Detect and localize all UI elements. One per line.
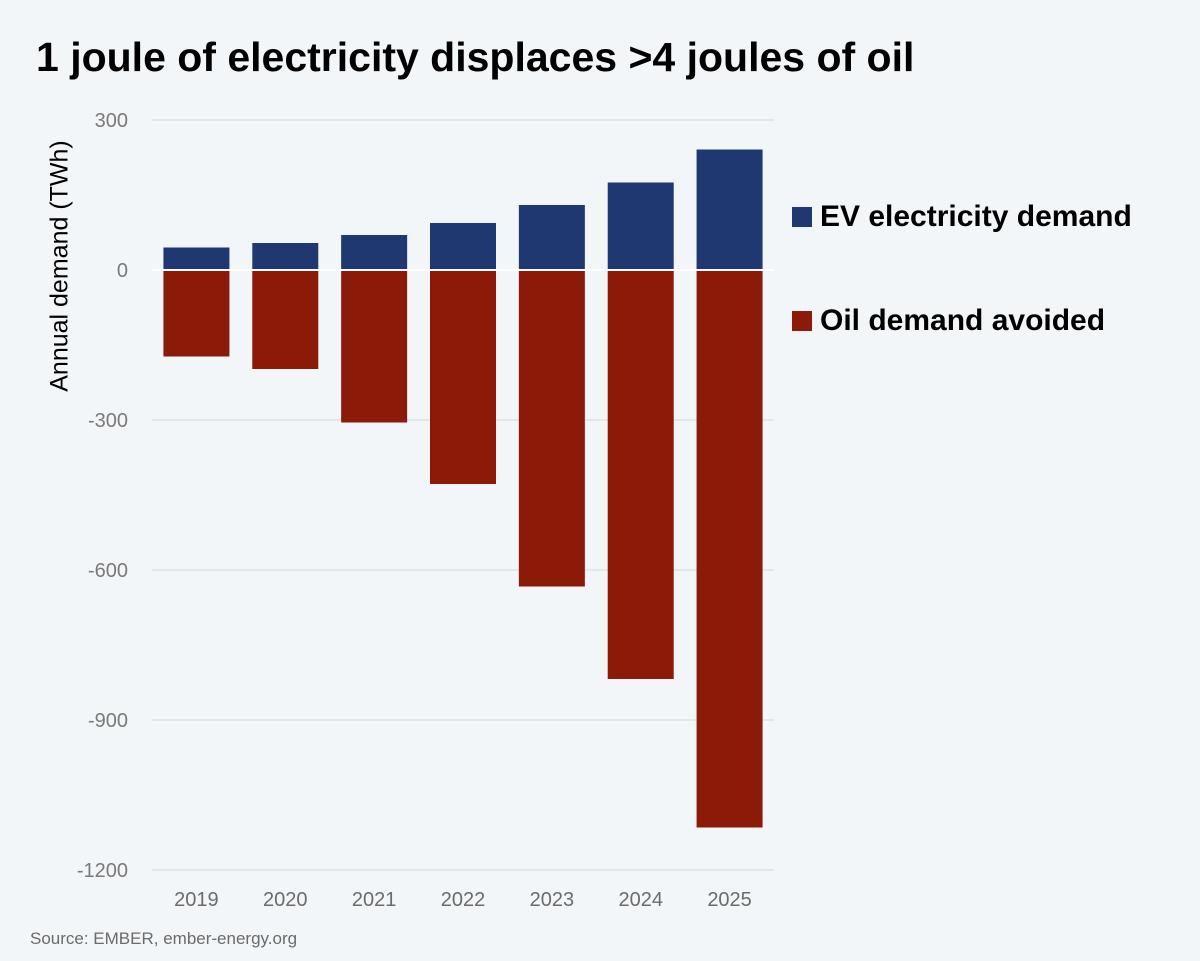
source-note: Source: EMBER, ember-energy.org (30, 929, 298, 948)
bar-ev-electricity (341, 235, 408, 270)
bar-ev-electricity (163, 247, 230, 270)
x-tick-label: 2025 (707, 889, 752, 911)
bar-ev-electricity (696, 149, 763, 270)
bar-ev-electricity (518, 205, 585, 270)
bar-oil-avoided (696, 270, 763, 828)
bar-oil-avoided (341, 270, 408, 423)
y-tick-label: -1200 (77, 860, 128, 882)
x-tick-label: 2024 (618, 889, 663, 911)
x-tick-label: 2020 (263, 889, 308, 911)
legend-label-oil-avoided: Oil demand avoided (820, 304, 1106, 337)
legend-swatch-ev-electricity (792, 207, 812, 227)
legend-swatch-oil-avoided (792, 311, 812, 331)
y-tick-label: 300 (95, 110, 128, 132)
x-tick-label: 2021 (352, 889, 397, 911)
bar-ev-electricity (430, 223, 496, 270)
y-tick-label: -600 (88, 560, 128, 582)
bar-oil-avoided (607, 270, 674, 679)
legend-item-ev-electricity: EV electricity demand (792, 200, 1132, 234)
chart-title: 1 joule of electricity displaces >4 joul… (36, 34, 915, 80)
bar-ev-electricity (252, 243, 319, 270)
bar-oil-avoided (430, 270, 496, 484)
bar-oil-avoided (518, 270, 585, 587)
y-tick-label: -300 (88, 410, 128, 432)
x-tick-label: 2023 (530, 889, 575, 911)
bar-ev-electricity (607, 182, 674, 270)
bar-oil-avoided (252, 270, 319, 369)
legend-label-ev-electricity: EV electricity demand (820, 200, 1132, 233)
x-tick-label: 2019 (174, 889, 219, 911)
x-tick-label: 2022 (441, 889, 486, 911)
bar-oil-avoided (163, 270, 230, 357)
y-tick-label: 0 (117, 260, 128, 282)
y-tick-label: -900 (88, 710, 128, 732)
legend-item-oil-avoided: Oil demand avoided (792, 304, 1105, 338)
